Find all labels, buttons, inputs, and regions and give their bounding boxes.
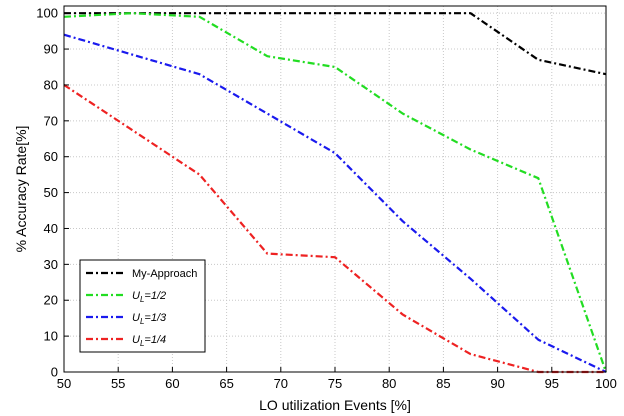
legend-label-2: UL=1/2 xyxy=(132,290,166,304)
y-tick-label: 30 xyxy=(44,257,58,272)
legend-label-suffix: =1/3 xyxy=(144,312,167,324)
legend-label-main: U xyxy=(132,290,140,302)
legend-label-main: My-Approach xyxy=(132,268,197,280)
legend-label-1: My-Approach xyxy=(132,268,197,280)
x-tick-label: 50 xyxy=(57,376,71,391)
y-tick-label: 80 xyxy=(44,77,58,92)
y-tick-label: 90 xyxy=(44,42,58,57)
x-tick-label: 95 xyxy=(545,376,559,391)
x-tick-label: 55 xyxy=(111,376,125,391)
y-tick-label: 40 xyxy=(44,221,58,236)
x-tick-label: 60 xyxy=(165,376,179,391)
y-axis-label: % Accuracy Rate[%] xyxy=(13,126,29,253)
legend-label-main: U xyxy=(132,334,140,346)
legend-label-3: UL=1/3 xyxy=(132,312,167,326)
y-tick-label: 50 xyxy=(44,185,58,200)
series-lines xyxy=(63,12,608,374)
y-tick-label: 20 xyxy=(44,293,58,308)
x-axis-ticks: 50 55 60 65 70 75 80 85 90 95 100 xyxy=(57,367,617,391)
x-tick-label: 75 xyxy=(328,376,342,391)
y-tick-label: 10 xyxy=(44,329,58,344)
y-tick-label: 100 xyxy=(36,6,58,21)
legend-box xyxy=(79,259,206,353)
legend-label-suffix: =1/4 xyxy=(144,334,166,346)
legend-label-4: UL=1/4 xyxy=(132,334,166,348)
series-line-4 xyxy=(63,83,606,374)
x-tick-label: 85 xyxy=(436,376,450,391)
series-line-1 xyxy=(64,12,607,76)
x-tick-label: 80 xyxy=(382,376,396,391)
x-axis-label: LO utilization Events [%] xyxy=(259,397,411,413)
y-tick-label: 0 xyxy=(51,365,58,380)
y-tick-label: 60 xyxy=(44,149,58,164)
legend-label-main: U xyxy=(132,312,140,324)
legend-label-subscript: L xyxy=(140,339,144,348)
x-tick-label: 90 xyxy=(490,376,504,391)
legend-label-suffix: =1/2 xyxy=(144,290,166,302)
x-tick-label: 70 xyxy=(274,376,288,391)
series-line-2 xyxy=(63,12,608,373)
y-axis-ticks: 0 10 20 30 40 50 60 70 80 90 100 xyxy=(36,6,69,380)
x-tick-label: 65 xyxy=(219,376,233,391)
legend-label-subscript: L xyxy=(140,317,144,326)
legend-label-subscript: L xyxy=(140,295,144,304)
x-tick-label: 100 xyxy=(595,376,617,391)
series-line-3 xyxy=(63,33,607,373)
y-tick-label: 70 xyxy=(44,113,58,128)
